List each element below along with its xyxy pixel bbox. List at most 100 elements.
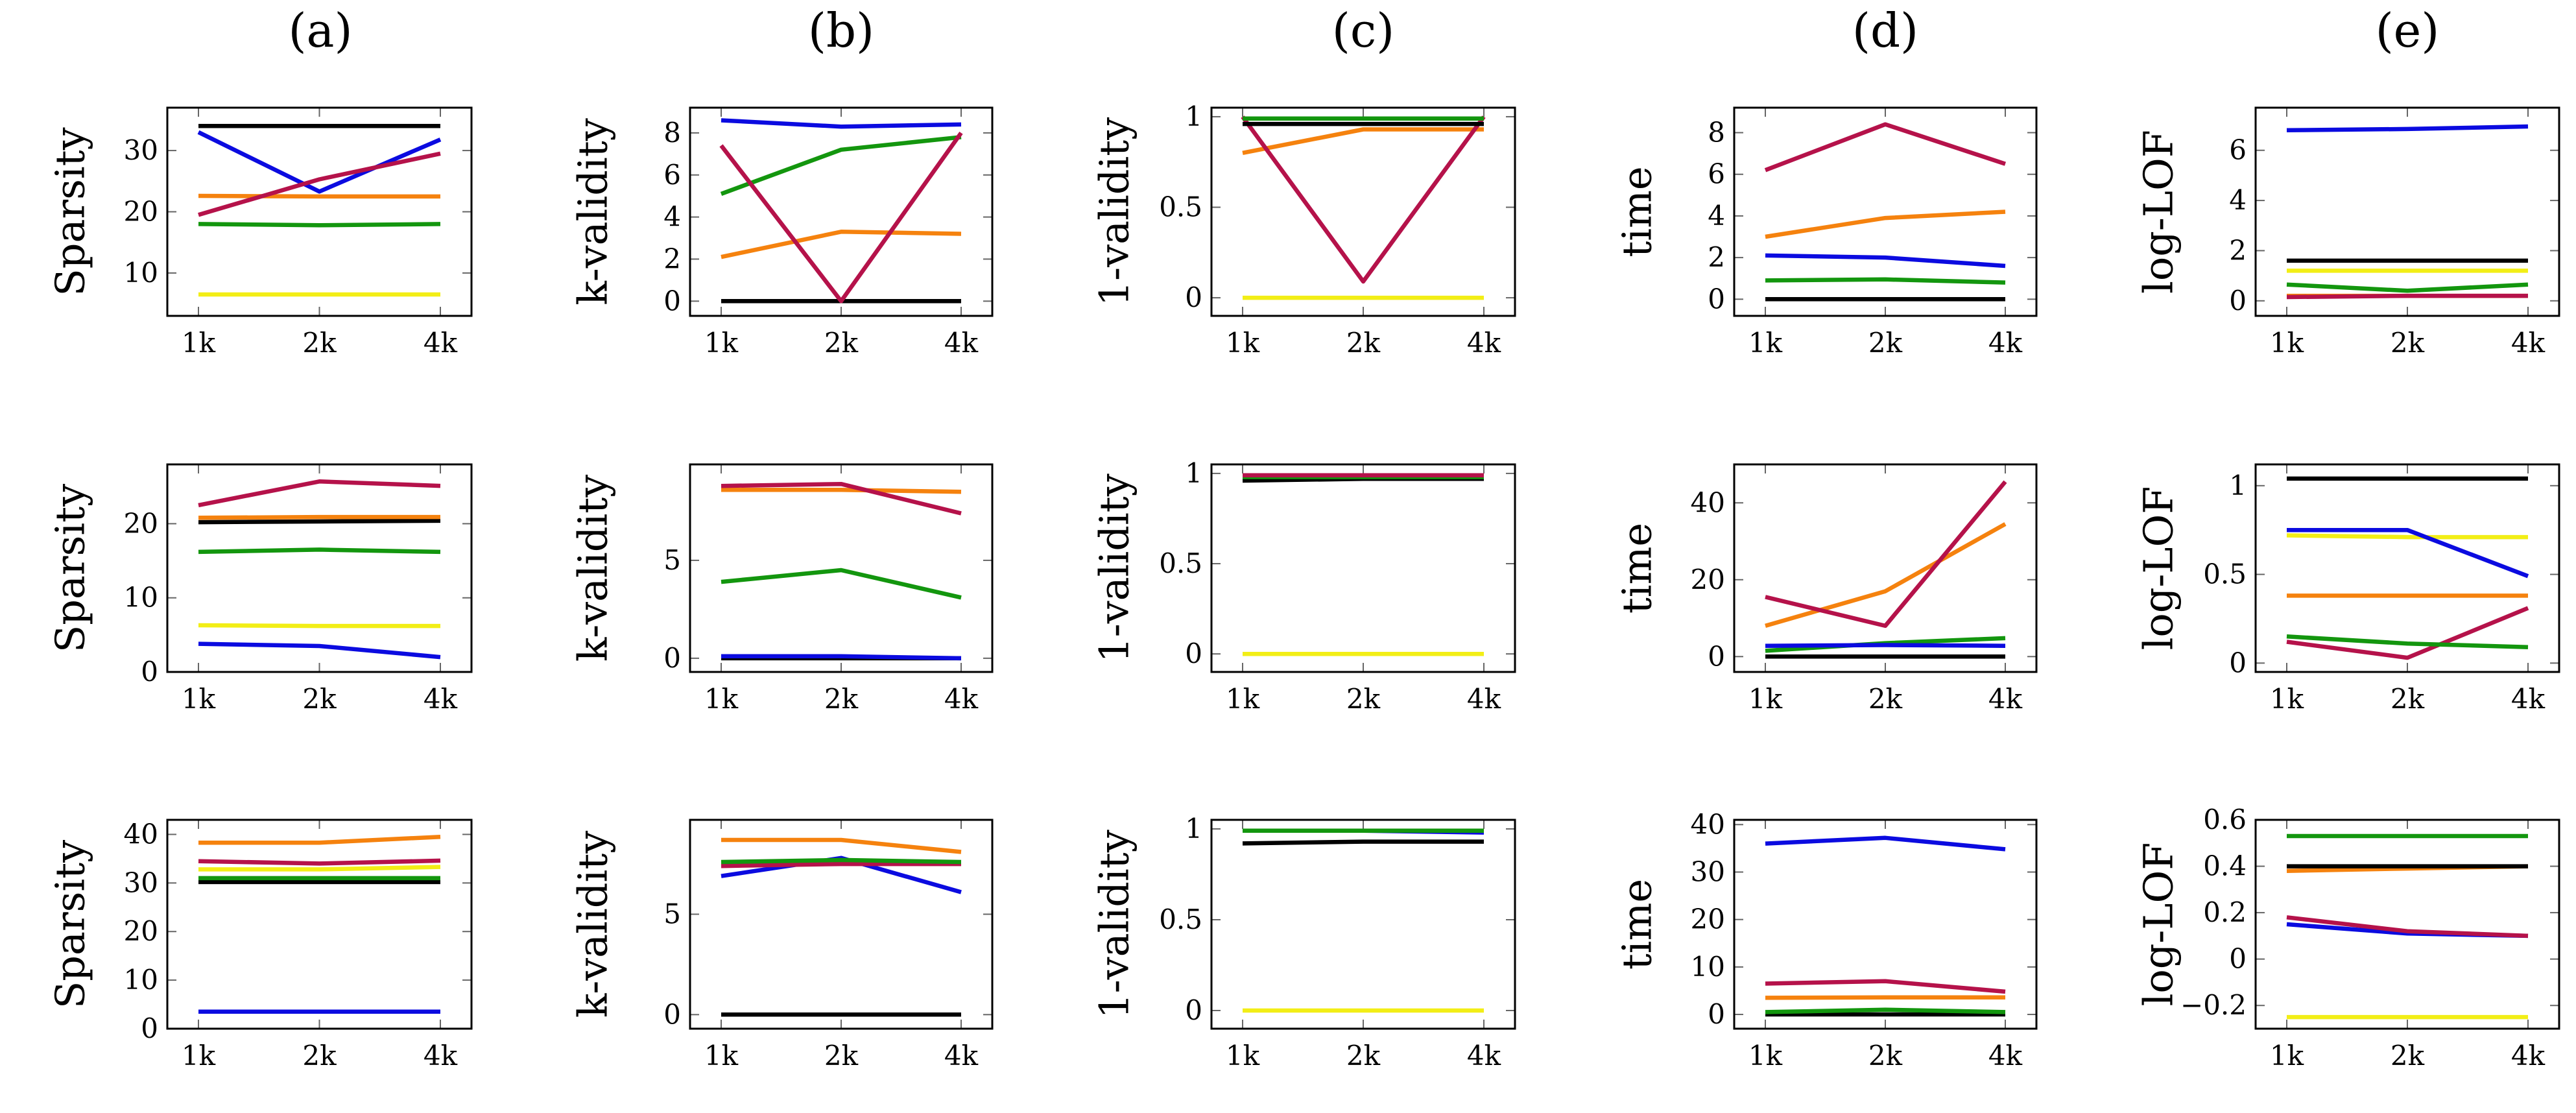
chart-panel-r0c0: 10 20 30 1k 2k 4k Sparsity (47, 106, 473, 359)
x-tick-label: 2k (1868, 1040, 1903, 1071)
chart-panel-r1c4: 0 0.5 1 1k 2k 4k log-LOF (2135, 463, 2560, 715)
y-tick-label: 0 (663, 642, 681, 674)
chart-panel-r0c1: 0 2 4 6 8 1k 2k 4k k-validity (569, 106, 994, 359)
y-tick-label: 0 (1708, 998, 1725, 1030)
x-tick-label: 2k (1346, 683, 1381, 715)
y-tick-label: 1 (1185, 101, 1202, 132)
y-axis-label: Sparsity (47, 484, 94, 652)
x-tick-label: 1k (704, 1040, 739, 1071)
col-title-c: (c) (1332, 3, 1395, 58)
axis-frame (689, 106, 994, 317)
y-tick-label: 8 (663, 117, 681, 149)
y-tick-label: 0 (141, 1012, 158, 1044)
x-tick-label: 1k (182, 1040, 216, 1071)
series-line-red (721, 481, 962, 516)
x-tick-label: 4k (1467, 1040, 1501, 1071)
series-line-orange (1765, 209, 2006, 239)
series-line-yellow (2286, 533, 2528, 540)
y-tick-label: 0 (2229, 285, 2247, 317)
y-tick-label: 40 (1691, 486, 1725, 518)
y-tick-label: 0.6 (2203, 804, 2247, 835)
x-tick-label: 4k (944, 327, 979, 359)
series-line-red (198, 479, 441, 508)
x-tick-label: 1k (1748, 327, 1783, 359)
y-tick-label: 4 (663, 201, 681, 233)
axis-frame (1733, 106, 2038, 317)
series-line-orange (198, 514, 440, 520)
y-tick-label: 10 (124, 257, 158, 289)
y-tick-label: 30 (124, 867, 158, 898)
x-tick-label: 1k (182, 327, 216, 359)
series-line-orange (721, 837, 962, 854)
y-axis-label: k-validity (569, 831, 617, 1018)
y-tick-label: −0.2 (2180, 989, 2247, 1021)
x-tick-label: 4k (1988, 683, 2023, 715)
series-line-green (2286, 282, 2529, 293)
y-tick-label: 10 (124, 964, 158, 996)
x-tick-label: 2k (1868, 683, 1903, 715)
x-tick-label: 4k (1988, 1040, 2023, 1071)
x-tick-label: 2k (302, 1040, 337, 1071)
y-tick-label: 5 (663, 544, 681, 576)
x-tick-label: 2k (302, 327, 337, 359)
series-line-red (2286, 915, 2529, 939)
y-axis-label: Sparsity (47, 840, 94, 1009)
y-tick-label: 1 (1185, 813, 1202, 844)
x-tick-label: 4k (2511, 683, 2546, 715)
axis-frame (166, 819, 473, 1030)
series-line-red (719, 132, 963, 304)
chart-panel-r2c1: 0 5 1k 2k 4k k-validity (569, 819, 994, 1071)
chart-panel-r2c4: −0.2 0 0.2 0.4 0.6 1k 2k 4k log-LOF (2135, 804, 2560, 1071)
y-tick-label: 20 (1691, 904, 1725, 935)
chart-panel-r0c4: 0 2 4 6 1k 2k 4k log-LOF (2135, 106, 2560, 359)
series-line-blue (721, 118, 962, 129)
series-line-red (721, 861, 961, 868)
y-tick-label: 6 (2229, 134, 2247, 166)
x-tick-label: 4k (944, 683, 979, 715)
x-tick-label: 1k (1748, 1040, 1783, 1071)
axis-frame (1733, 819, 2038, 1030)
x-tick-label: 2k (824, 1040, 859, 1071)
series-line-blue (2287, 527, 2529, 579)
y-tick-label: 0.4 (2203, 850, 2247, 882)
x-tick-label: 4k (423, 327, 458, 359)
axis-frame (689, 463, 994, 673)
series-line-black (1242, 839, 1484, 846)
x-tick-label: 1k (2270, 1040, 2304, 1071)
col-title-d: (d) (1852, 3, 1918, 58)
y-axis-label: time (1614, 879, 1661, 970)
x-tick-label: 2k (1346, 327, 1381, 359)
y-tick-label: 10 (124, 582, 158, 614)
y-tick-label: 0 (663, 998, 681, 1030)
y-tick-label: 40 (124, 818, 158, 850)
series-line-green (1765, 1007, 2006, 1014)
y-tick-label: 2 (1708, 241, 1725, 273)
axis-frame (166, 106, 473, 317)
y-tick-label: 0.5 (1159, 904, 1202, 935)
y-tick-label: 6 (1708, 158, 1725, 190)
series-line-green (198, 547, 441, 555)
series-line-red (1764, 122, 2007, 173)
y-axis-label: time (1614, 523, 1661, 614)
chart-panel-r0c3: 0 2 4 6 8 1k 2k 4k time (1614, 106, 2038, 359)
series-line-red (1241, 115, 1486, 284)
series-line-red (1765, 979, 2006, 994)
x-tick-label: 2k (2391, 683, 2425, 715)
y-tick-label: 20 (124, 196, 158, 228)
series-line-green (2286, 634, 2529, 649)
y-tick-label: 0.5 (1159, 547, 1202, 579)
series-line-orange (721, 230, 962, 259)
x-tick-label: 1k (1226, 1040, 1260, 1071)
y-axis-label: k-validity (569, 475, 617, 662)
series-line-green (721, 568, 962, 600)
series-line-yellow (198, 623, 440, 628)
y-tick-label: 8 (1708, 117, 1725, 149)
y-axis-label: 1-validity (1091, 473, 1138, 663)
y-axis-label: log-LOF (2135, 130, 2182, 294)
x-tick-label: 4k (944, 1040, 979, 1071)
axis-frame (2254, 819, 2560, 1030)
series-line-blue (197, 130, 442, 194)
y-tick-label: 2 (2229, 234, 2247, 266)
y-tick-label: 0 (2229, 943, 2247, 975)
